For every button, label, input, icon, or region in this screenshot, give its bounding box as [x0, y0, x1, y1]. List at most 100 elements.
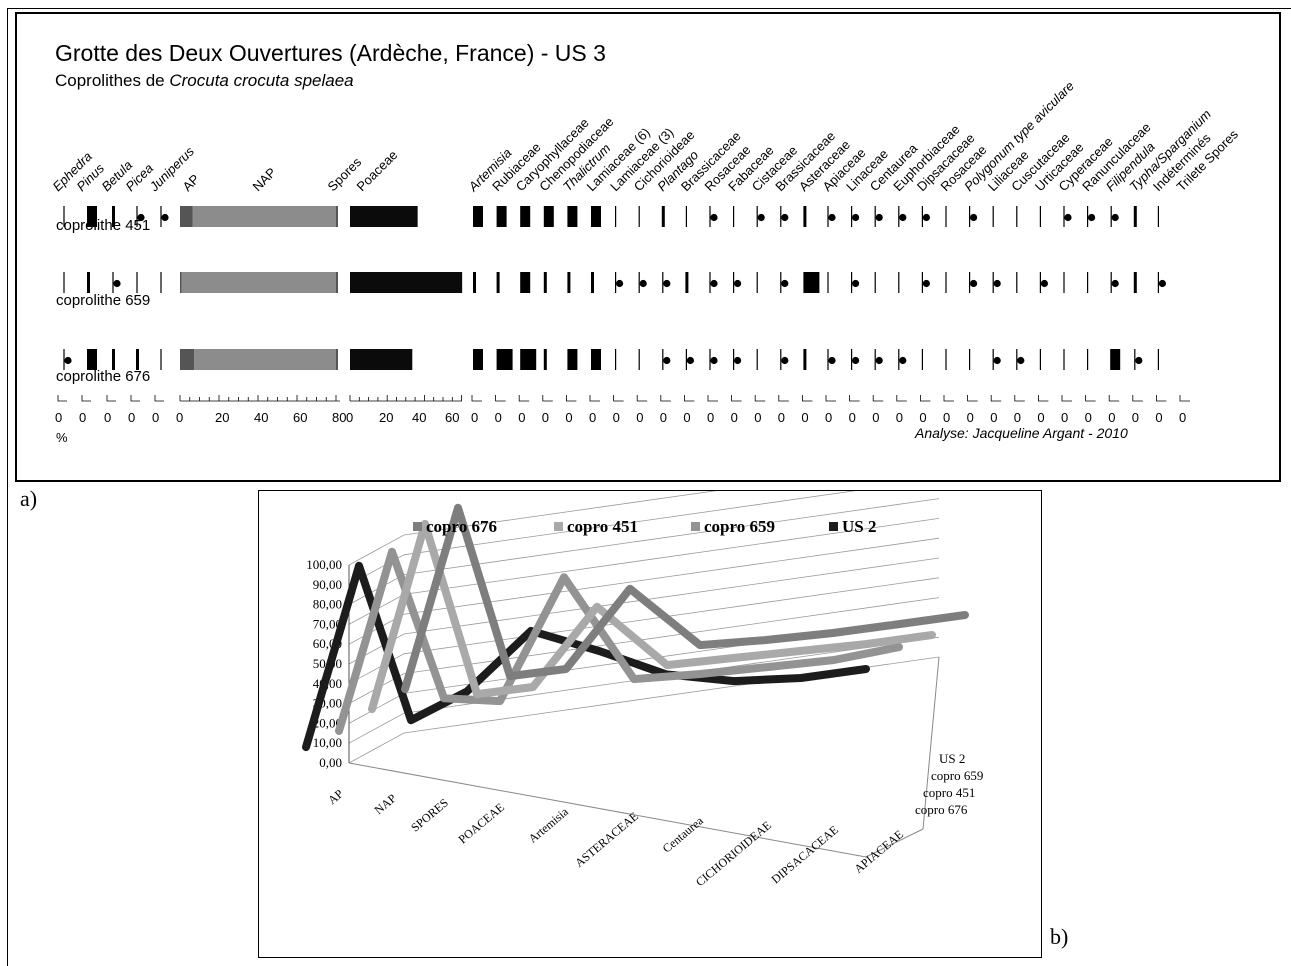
presence-line-mark	[1063, 349, 1065, 370]
value-bar-mark	[591, 349, 601, 370]
value-bar-mark	[591, 272, 594, 293]
scale-bracket	[754, 395, 766, 402]
category-label: SPORES	[408, 796, 451, 835]
scale-bracket	[636, 395, 648, 402]
scale-label: 0	[495, 410, 502, 425]
sample-label: coprolithe 676	[56, 368, 150, 385]
scale-bracket	[130, 395, 140, 402]
scale-bracket	[1038, 395, 1049, 402]
trace-dot-mark	[781, 213, 789, 222]
presence-line-mark	[874, 272, 876, 293]
sample-label: coprolithe 659	[56, 292, 150, 309]
scale-label: 0	[128, 410, 135, 425]
trace-dot-mark	[899, 356, 907, 365]
trace-dot-mark	[970, 213, 978, 222]
presence-line-mark	[63, 206, 65, 227]
floor-edge	[348, 762, 924, 858]
side-edge	[922, 656, 940, 830]
trace-line-mark	[756, 206, 758, 227]
ap-bar	[180, 349, 195, 370]
trace-dot-mark	[161, 213, 169, 222]
line-chart-content: 0,0010,0020,0030,0040,0050,0060,0070,008…	[302, 458, 983, 889]
trace-dot-mark	[1158, 279, 1166, 288]
presence-line-mark	[638, 206, 640, 227]
spores-bar	[336, 349, 338, 370]
value-bar-mark	[520, 272, 531, 293]
legend-entry: copro 451	[567, 517, 638, 536]
value-bar-mark	[496, 349, 513, 370]
trace-dot-mark	[113, 279, 121, 288]
trace-line-mark	[851, 349, 853, 370]
scale-label: 0	[79, 410, 86, 425]
presence-line-mark	[615, 349, 617, 370]
pollen-diagram: Grotte des Deux Ouvertures (Ardèche, Fra…	[50, 40, 1242, 445]
scale-bracket	[57, 395, 67, 402]
presence-line-mark	[756, 272, 758, 293]
trace-line-mark	[685, 349, 687, 370]
scale-label: 0	[825, 410, 832, 425]
value-bar-mark	[803, 272, 820, 293]
scale-label: 0	[919, 410, 926, 425]
trace-dot-mark	[734, 356, 742, 365]
trace-dot-mark	[875, 213, 883, 222]
value-bar-mark	[520, 349, 537, 370]
scale-label: 40	[254, 410, 268, 425]
trace-line-mark	[662, 272, 664, 293]
poaceae-bar	[350, 272, 463, 293]
trace-line-mark	[921, 206, 923, 227]
presence-line-mark	[136, 272, 138, 293]
spores-bar	[336, 272, 338, 293]
value-bar-mark	[473, 206, 483, 227]
taxon-header: Poaceae	[354, 147, 401, 194]
value-bar-mark	[803, 206, 807, 227]
scale-label: 0	[104, 410, 111, 425]
scale-label: 0	[683, 410, 690, 425]
scale-bracket	[81, 395, 91, 402]
category-label: APIACEAE	[851, 827, 905, 876]
value-bar-mark	[1110, 349, 1121, 370]
presence-line-mark	[945, 206, 947, 227]
value-bar-mark	[1133, 206, 1137, 227]
scale-label: 0	[636, 410, 643, 425]
scale-bracket	[920, 395, 931, 402]
trace-line-mark	[851, 206, 853, 227]
trace-dot-mark	[1111, 279, 1119, 288]
series-line	[401, 503, 969, 694]
scale-label: 0	[754, 410, 761, 425]
trace-line-mark	[969, 206, 971, 227]
category-label: AP	[325, 786, 346, 807]
scale-bracket	[802, 395, 813, 402]
trace-line-mark	[1016, 349, 1018, 370]
trace-dot-mark	[616, 279, 624, 288]
legend-swatch	[829, 522, 838, 531]
trace-line-mark	[1063, 206, 1065, 227]
category-label: Centaurea	[660, 813, 707, 855]
subtitle-prefix: Coprolithes de	[55, 71, 169, 90]
y-tick-label: 20,00	[313, 715, 342, 730]
presence-line-mark	[733, 206, 735, 227]
y-tick-label: 90,00	[313, 577, 342, 592]
pollen-diagram-panel: Grotte des Deux Ouvertures (Ardèche, Fra…	[15, 12, 1281, 482]
scale-bracket	[825, 395, 836, 402]
trace-line-mark	[638, 272, 640, 293]
scale-bracket	[106, 395, 116, 402]
value-bar-mark	[591, 206, 601, 227]
y-tick-label: 10,00	[313, 735, 342, 750]
presence-line-mark	[827, 272, 829, 293]
value-bar-mark	[87, 272, 90, 293]
trace-line-mark	[1110, 272, 1112, 293]
trace-line-mark	[827, 206, 829, 227]
panel-b-label: b)	[1050, 924, 1069, 949]
trace-dot-mark	[852, 279, 860, 288]
poaceae-bar	[350, 349, 413, 370]
presence-line-mark	[992, 206, 994, 227]
trace-line-mark	[992, 272, 994, 293]
scale-bracket	[660, 395, 671, 402]
presence-line-mark	[945, 349, 947, 370]
presence-line-mark	[945, 272, 947, 293]
taxon-header: NAP	[250, 165, 280, 195]
value-bar-mark	[473, 272, 476, 293]
nap-bar	[181, 272, 336, 293]
scale-label: 0	[1061, 410, 1068, 425]
